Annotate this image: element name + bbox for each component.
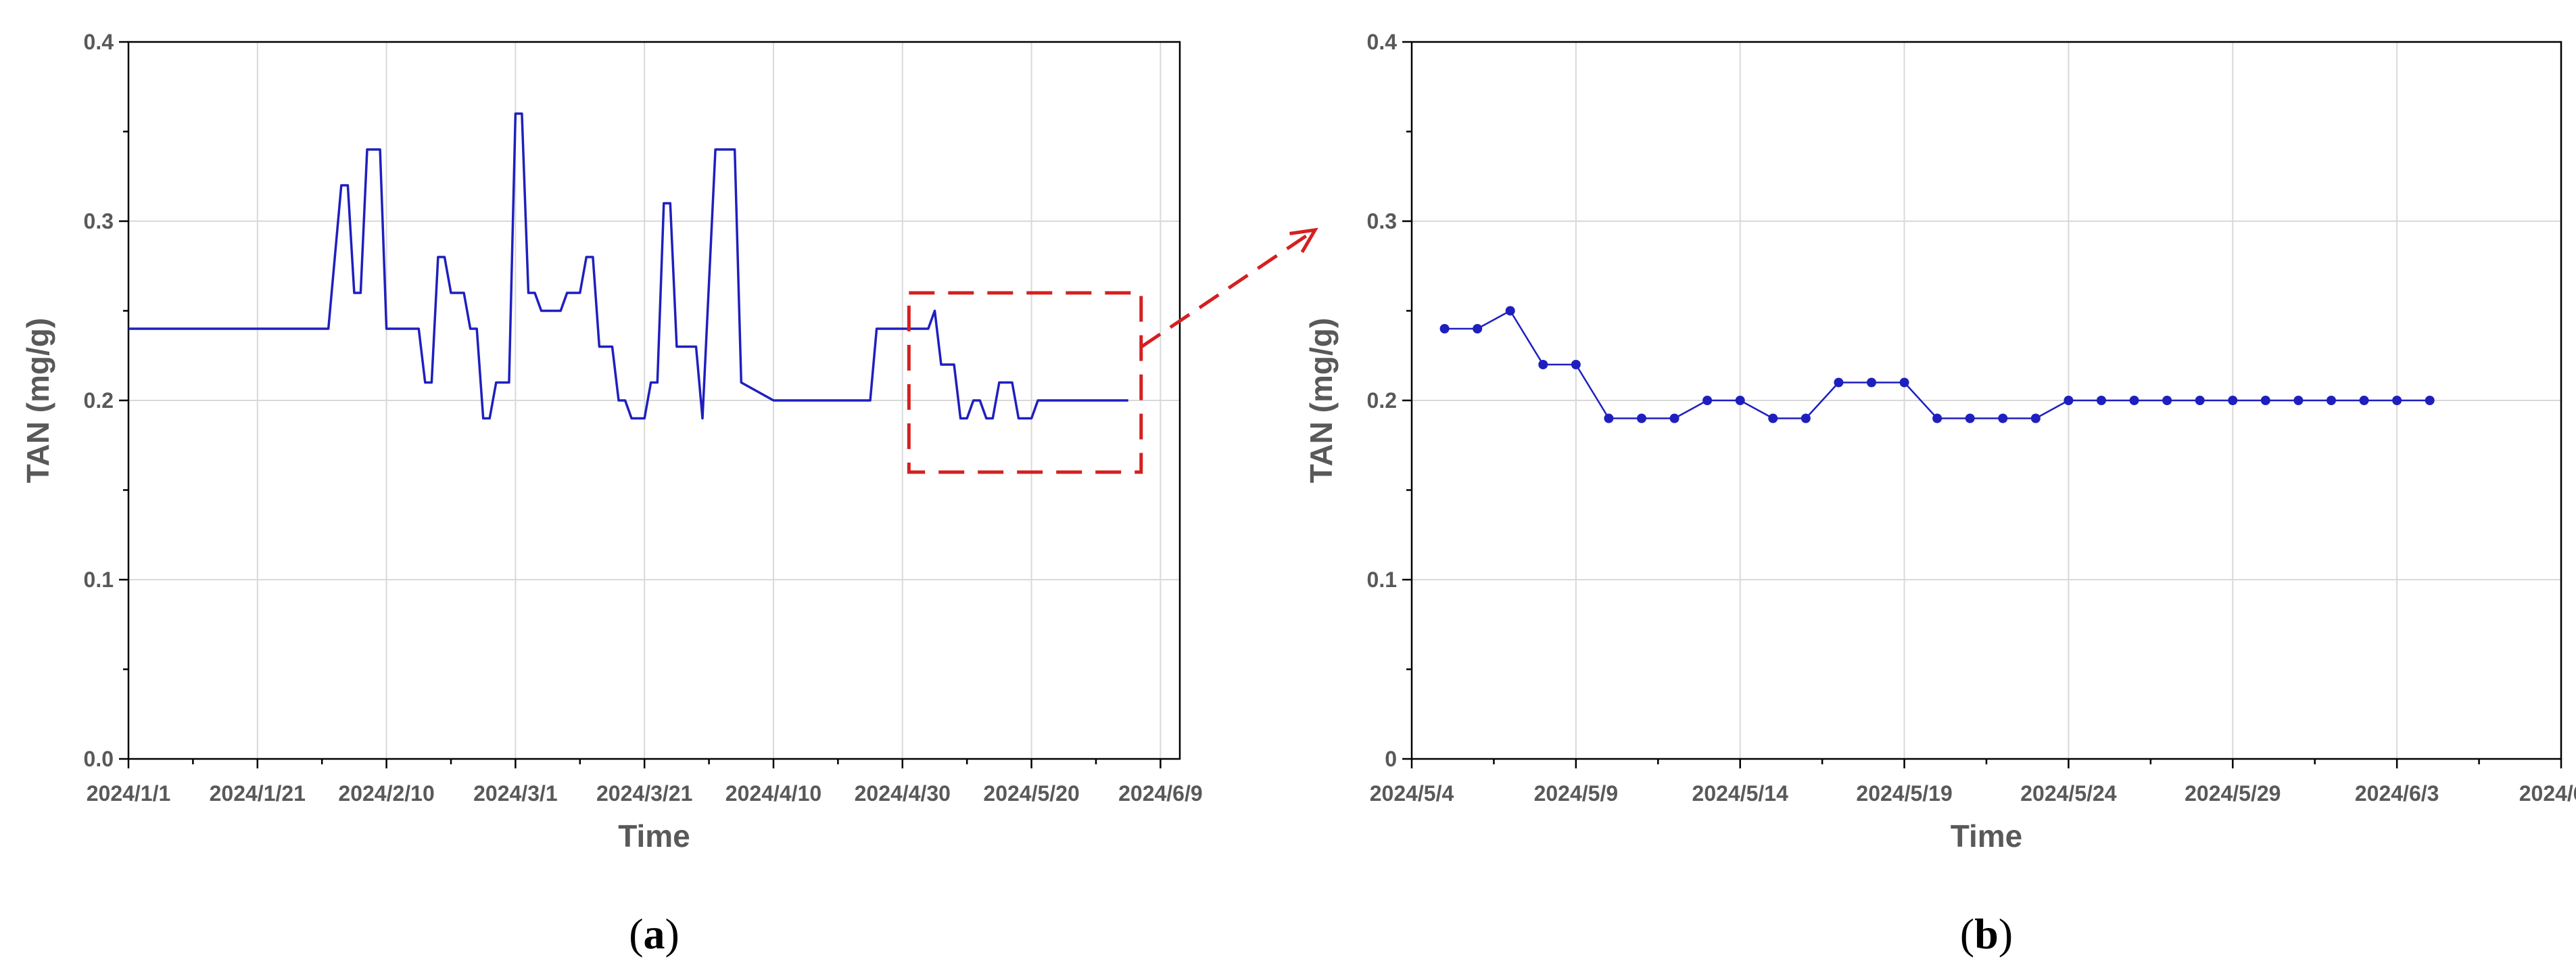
- data-point: [1538, 360, 1548, 369]
- x-tick-label: 2024/6/9: [1118, 781, 1203, 806]
- panel-label-a: (a): [629, 910, 679, 958]
- series-line: [1444, 310, 2430, 419]
- data-point: [2064, 396, 2074, 405]
- y-tick-labels-b: 0 0.1 0.2 0.3 0.4: [1367, 30, 1398, 771]
- data-point: [1571, 360, 1581, 369]
- x-tick-label: 2024/5/14: [1692, 781, 1789, 806]
- data-point: [1867, 377, 1876, 388]
- y-tick-label: 0.0: [84, 747, 114, 771]
- x-tick-label: 2024/2/10: [338, 781, 434, 806]
- data-point: [2097, 396, 2106, 405]
- y-tick-label: 0.1: [84, 567, 114, 592]
- x-tick-label: 2024/3/1: [473, 781, 558, 806]
- arrow-head: [1289, 227, 1318, 254]
- x-tick-label: 2024/1/21: [210, 781, 306, 806]
- x-tick-labels-b: 2024/5/4 2024/5/9 2024/5/14 2024/5/19 2024/5…: [1370, 781, 2576, 806]
- x-tick-label: 2024/3/21: [596, 781, 692, 806]
- arrow-shaft: [1140, 233, 1308, 349]
- data-point: [2392, 396, 2402, 405]
- y-tick-label: 0.3: [1367, 209, 1397, 233]
- y-tick-labels-a: 0.0 0.1 0.2 0.3 0.4: [84, 30, 114, 771]
- zoom-connector-arrow: [1140, 227, 1318, 349]
- data-point: [1768, 413, 1778, 423]
- data-point: [2293, 396, 2304, 405]
- x-tick-label: 2024/4/30: [855, 781, 951, 806]
- data-point: [2228, 396, 2238, 405]
- y-tick-label: 0.2: [84, 388, 114, 413]
- data-point: [1800, 413, 1811, 423]
- y-tick-label: 0.3: [84, 209, 114, 233]
- chart-panel-a: 0.0 0.1 0.2 0.3 0.4 2024/1/1 2024/1/21 2024/2/…: [20, 30, 1203, 958]
- series-a: [128, 112, 1128, 420]
- panel-letter-b: b: [1974, 910, 1999, 958]
- y-tick-label: 0: [1385, 747, 1397, 771]
- data-point: [2359, 396, 2369, 405]
- gridlines-a: [128, 42, 1180, 759]
- ticks-a: [119, 41, 1162, 768]
- series-line: [128, 112, 1128, 420]
- data-point: [2030, 413, 2041, 423]
- x-tick-label: 2024/5/4: [1370, 781, 1454, 806]
- data-point: [1473, 324, 1483, 333]
- x-tick-label: 2024/5/24: [2020, 781, 2117, 806]
- data-point: [1637, 413, 1646, 423]
- data-point: [1834, 377, 1844, 388]
- series-b: [1439, 306, 2435, 423]
- chart-panel-b: 00.10.20.30.4 2024/5/4 2024/5/9 2024/5/14 2…: [1304, 30, 2576, 958]
- y-tick-label: 0.4: [1367, 30, 1398, 54]
- data-point: [2162, 396, 2172, 405]
- y-tick-label: 0.1: [1367, 567, 1397, 592]
- data-point: [2260, 396, 2270, 405]
- data-point: [1899, 377, 1909, 388]
- x-tick-label: 2024/1/1: [87, 781, 171, 806]
- zoom-region-box: [907, 291, 1143, 474]
- x-axis-title-b: Time: [1951, 818, 2023, 854]
- data-point: [1965, 413, 1975, 423]
- panel-label-b: (b): [1960, 910, 2013, 958]
- panel-letter-a: a: [644, 910, 665, 958]
- x-tick-label: 2024/4/10: [725, 781, 821, 806]
- data-point: [1998, 413, 2008, 423]
- data-point: [1669, 413, 1679, 423]
- x-tick-label: 2024/5/19: [1856, 781, 1952, 806]
- y-axis-title-b: TAN (mg/g): [1304, 318, 1339, 483]
- y-tick-label: 0.4: [84, 30, 114, 54]
- ticks-b: [1402, 41, 2562, 768]
- data-point: [2129, 396, 2139, 405]
- y-tick-label: 0.2: [1367, 388, 1397, 413]
- data-point: [1505, 306, 1515, 316]
- data-point: [1735, 396, 1745, 405]
- x-tick-labels-a: 2024/1/1 2024/1/21 2024/2/10 2024/3/1 2024/3…: [87, 781, 1203, 806]
- annotations-a: [907, 291, 1143, 474]
- data-point: [1932, 413, 1942, 423]
- x-tick-label: 2024/5/20: [983, 781, 1079, 806]
- data-point: [2425, 396, 2435, 405]
- data-point: [2327, 396, 2336, 405]
- data-point: [1439, 324, 1450, 333]
- data-point: [2195, 396, 2205, 405]
- x-tick-label: 2024/6/8: [2519, 781, 2576, 806]
- y-axis-title-a: TAN (mg/g): [20, 318, 55, 483]
- x-axis-title-a: Time: [618, 818, 690, 854]
- data-point: [1604, 413, 1614, 423]
- x-tick-label: 2024/5/9: [1534, 781, 1619, 806]
- x-tick-label: 2024/6/3: [2355, 781, 2439, 806]
- x-tick-label: 2024/5/29: [2185, 781, 2281, 806]
- data-point: [1702, 396, 1713, 405]
